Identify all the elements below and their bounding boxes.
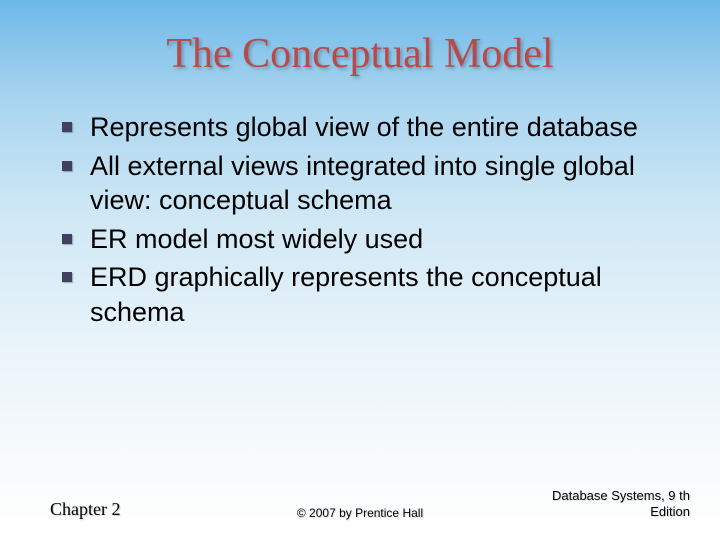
bullet-item: ERD graphically represents the conceptua…: [56, 260, 670, 329]
bullet-list: Represents global view of the entire dat…: [50, 110, 670, 329]
footer-chapter: Chapter 2: [50, 499, 120, 520]
slide-title: The Conceptual Model: [50, 30, 670, 78]
footer-right-line1: Database Systems, 9 th: [552, 488, 690, 503]
bullet-item: All external views integrated into singl…: [56, 149, 670, 218]
footer-book-title: Database Systems, 9 th Edition: [552, 488, 690, 521]
bullet-item: ER model most widely used: [56, 222, 670, 257]
bullet-item: Represents global view of the entire dat…: [56, 110, 670, 145]
footer-right-line2: Edition: [650, 504, 690, 519]
slide-footer: Chapter 2 © 2007 by Prentice Hall Databa…: [0, 488, 720, 521]
slide-content: Represents global view of the entire dat…: [50, 110, 670, 540]
footer-copyright: © 2007 by Prentice Hall: [297, 506, 423, 520]
slide: The Conceptual Model Represents global v…: [0, 0, 720, 540]
